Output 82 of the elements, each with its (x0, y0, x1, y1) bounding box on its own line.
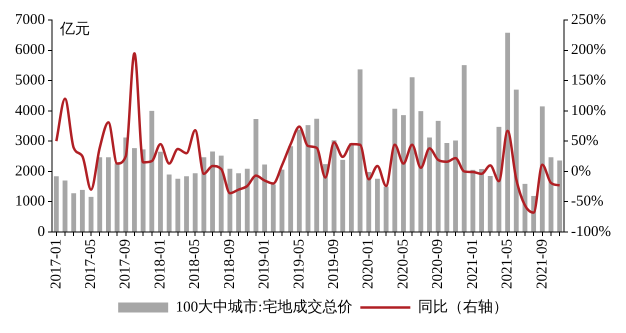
x-tick-label: 2021-01 (464, 239, 481, 290)
bar (132, 148, 137, 232)
bar (427, 138, 432, 232)
y-tick-label: 1000 (15, 194, 45, 210)
x-tick-label: 2021-09 (534, 239, 550, 290)
y-tick-label: 7000 (15, 12, 45, 28)
x-tick-label: 2019-01 (256, 239, 273, 290)
y-tick-label: 6000 (15, 42, 45, 58)
bar (358, 69, 362, 232)
bar (270, 184, 276, 232)
y2-tick-label: 150% (571, 72, 606, 89)
bar (114, 164, 120, 232)
y2-tick-label: -100% (571, 224, 612, 240)
bar (340, 160, 346, 232)
bar (557, 160, 562, 232)
bar (462, 65, 467, 232)
y2-tick-label: 100% (571, 102, 606, 119)
x-tick-label: 2019-09 (326, 239, 342, 290)
y-tick-label: 0 (38, 224, 45, 240)
bar (97, 157, 102, 232)
x-tick-label: 2019-05 (291, 239, 308, 290)
bar (175, 178, 180, 232)
x-tick-label: 2017-09 (118, 239, 134, 290)
bar (410, 77, 415, 232)
bar (488, 176, 493, 232)
bar (296, 130, 302, 232)
y2-tick-label: -50% (571, 194, 604, 210)
y2-tick-label: 250% (571, 12, 606, 28)
bar (227, 168, 232, 232)
x-tick-label: 2020-01 (360, 239, 377, 290)
x-tick-label: 2020-09 (430, 239, 446, 290)
y2-tick-label: 200% (571, 42, 606, 58)
bar (71, 193, 76, 232)
bar (254, 119, 258, 232)
y-axis-title: 亿元 (59, 21, 90, 38)
y-tick-label: 5000 (15, 72, 45, 89)
bar (453, 140, 458, 232)
legend-label: 100大中城市:宅地成交总价 (176, 298, 352, 316)
bar (236, 173, 241, 232)
bar (505, 32, 510, 232)
bar (375, 178, 380, 232)
y2-tick-label: 0% (571, 163, 592, 180)
bar (80, 190, 85, 232)
bar (140, 149, 146, 232)
bar (262, 164, 268, 232)
bar (348, 143, 354, 232)
y-tick-label: 2000 (15, 163, 45, 180)
bar (280, 170, 284, 232)
bar (332, 140, 336, 232)
y2-tick-label: 50% (571, 133, 599, 150)
bar (158, 152, 163, 232)
x-tick-label: 2021-05 (500, 239, 516, 290)
bar (496, 126, 502, 232)
x-tick-label: 2020-05 (395, 239, 412, 290)
bar (149, 110, 154, 232)
x-tick-label: 2018-01 (152, 239, 168, 290)
x-tick-label: 2017-05 (82, 239, 99, 290)
bar (210, 151, 215, 232)
bar (88, 196, 94, 232)
x-tick-label: 2017-01 (48, 239, 64, 290)
bar (470, 170, 476, 232)
x-tick-label: 2018-09 (222, 239, 238, 290)
bar (106, 157, 111, 232)
bar (384, 186, 389, 232)
bar (436, 120, 441, 232)
bar (201, 157, 206, 232)
line-series (55, 52, 561, 214)
bar (54, 176, 59, 232)
bar (306, 125, 310, 232)
legend-label: 同比（右轴） (418, 298, 508, 316)
bar (444, 142, 450, 232)
bar (548, 157, 554, 232)
bar (479, 169, 484, 232)
y-tick-label: 4000 (15, 102, 45, 119)
x-tick-label: 2018-05 (187, 239, 204, 290)
bar (166, 174, 172, 232)
bar (62, 180, 68, 232)
bar (288, 146, 294, 232)
bar (192, 173, 198, 232)
y-tick-label: 3000 (15, 133, 45, 150)
bar (184, 176, 189, 232)
bar (401, 115, 406, 232)
